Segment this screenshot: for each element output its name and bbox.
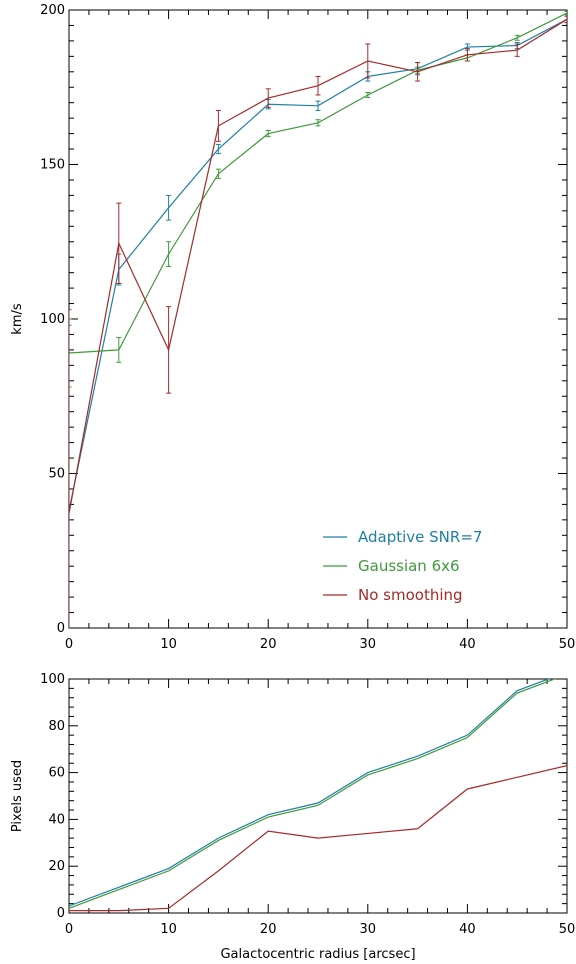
bottom-plot-area (69, 679, 567, 912)
top-y-tick-label: 100 (40, 312, 65, 327)
top-x-tick-label: 50 (559, 637, 576, 652)
legend-label-gaussian-6x6: Gaussian 6x6 (358, 557, 460, 575)
pixels-used-panel: 0 10 20 30 40 50 0 20 40 60 80 100 Pixels used Galact… (10, 672, 575, 962)
bottom-y-tick-label: 80 (48, 719, 65, 734)
bottom-y-tick-label: 40 (48, 812, 65, 827)
bottom-y-tick-label: 0 (57, 906, 65, 921)
top-x-tick-label: 10 (160, 637, 177, 652)
bottom-y-tick-label: 20 (48, 859, 65, 874)
bottom-series-line-gaussian-6x6 (69, 679, 557, 909)
bottom-y-tick-label: 60 (48, 766, 65, 781)
bottom-x-tick-label: 0 (65, 922, 73, 937)
top-x-tick-label: 20 (260, 637, 277, 652)
legend-label-no-smoothing: No smoothing (358, 586, 463, 604)
top-x-tick-label: 0 (65, 637, 73, 652)
top-plot-area (69, 11, 567, 628)
bottom-x-axis-title: Galactocentric radius [arcsec] (220, 947, 415, 962)
top-y-tick-label: 0 (57, 621, 65, 636)
legend-label-adaptive-snr-7: Adaptive SNR=7 (358, 528, 482, 546)
top-y-tick-label: 150 (40, 158, 65, 173)
bottom-x-tick-label: 20 (260, 922, 277, 937)
top-x-tick-label: 30 (360, 637, 377, 652)
top-y-axis-title: km/s (10, 303, 25, 335)
bottom-x-tick-label: 50 (559, 922, 576, 937)
bottom-series-line-adaptive-snr-7 (69, 679, 551, 907)
bottom-plot-frame (68, 678, 568, 914)
bottom-x-tick-label: 10 (160, 922, 177, 937)
top-y-tick-label: 200 (40, 3, 65, 18)
bottom-y-tick-label: 100 (40, 672, 65, 687)
bottom-y-axis-title: Pixels used (10, 760, 25, 832)
bottom-series-line-no-smoothing (69, 764, 567, 912)
top-series-line-gaussian-6x6 (69, 12, 567, 354)
rotation-curve-panel: 0 10 20 30 40 50 0 50 100 150 200 km/s Adaptive SNR=… (10, 3, 576, 652)
top-x-tick-label: 40 (459, 637, 476, 652)
bottom-x-tick-label: 30 (360, 922, 377, 937)
top-y-tick-label: 50 (48, 467, 65, 482)
bottom-x-tick-label: 40 (459, 922, 476, 937)
